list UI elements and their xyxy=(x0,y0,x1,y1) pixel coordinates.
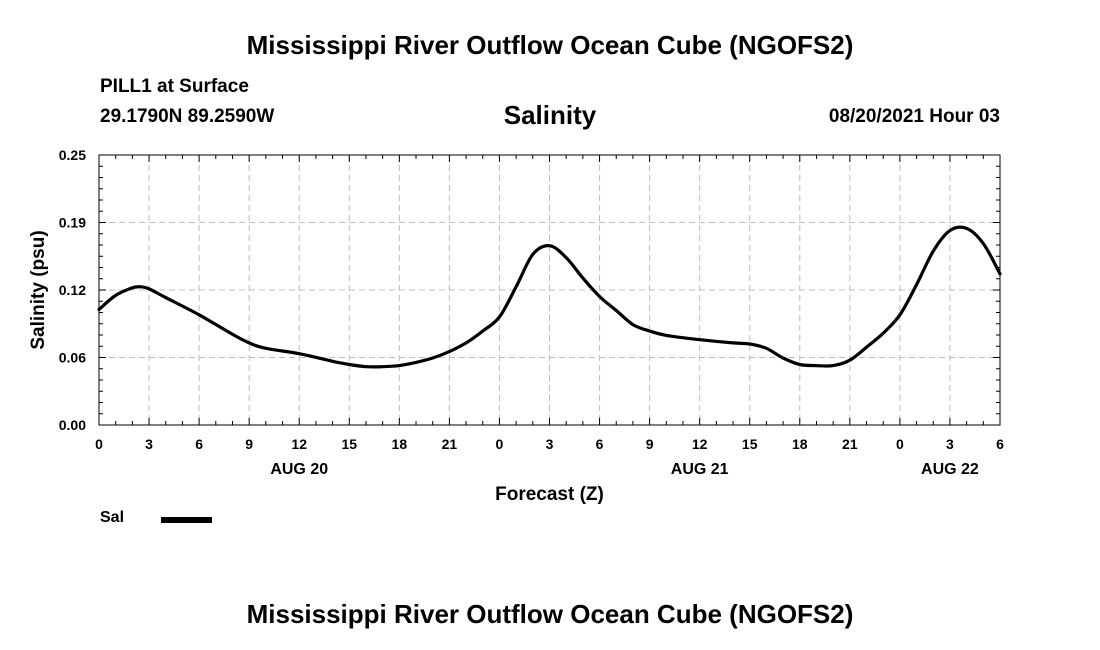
y-tick-label: 0.00 xyxy=(59,417,86,433)
x-tick-label: 9 xyxy=(245,436,253,452)
station-label: PILL1 at Surface xyxy=(100,76,249,97)
x-tick-label: 9 xyxy=(646,436,654,452)
x-tick-label: 0 xyxy=(95,436,103,452)
legend-series-swatch xyxy=(161,517,212,523)
x-tick-label: 18 xyxy=(792,436,808,452)
x-tick-label: 3 xyxy=(946,436,954,452)
grid xyxy=(99,155,1000,425)
plot-frame xyxy=(98,154,1001,426)
x-tick-label: 0 xyxy=(896,436,904,452)
tick-labels: 0 3 6 9 12 15 18 21 0 3 6 9 12 15 18 21 0 3 6 0.00 0.06 0.12 0… xyxy=(59,147,1004,478)
series xyxy=(97,225,1002,369)
main-title: Mississippi River Outflow Ocean Cube (NG… xyxy=(246,30,854,60)
coordinates-label: 29.1790N 89.2590W xyxy=(100,106,275,127)
x-tick-label: 15 xyxy=(341,436,357,452)
x-tick-label: 3 xyxy=(546,436,554,452)
y-tick-label: 0.25 xyxy=(59,147,86,163)
x-tick-label: 6 xyxy=(996,436,1004,452)
x-tick-label: 21 xyxy=(442,436,458,452)
x-tick-label: 6 xyxy=(596,436,604,452)
x-tick-label: 12 xyxy=(692,436,708,452)
y-tick-label: 0.19 xyxy=(59,215,86,231)
day-label: AUG 21 xyxy=(671,461,729,478)
x-tick-label: 3 xyxy=(145,436,153,452)
x-tick-label: 12 xyxy=(291,436,307,452)
x-tick-label: 0 xyxy=(496,436,504,452)
legend-series-label: Sal xyxy=(100,509,125,526)
day-label: AUG 20 xyxy=(270,461,328,478)
ticks xyxy=(98,154,1001,426)
x-tick-label: 21 xyxy=(842,436,858,452)
chart-title: Salinity xyxy=(503,100,597,130)
y-tick-label: 0.12 xyxy=(59,282,86,298)
datetime-label: 08/20/2021 Hour 03 xyxy=(828,106,1000,127)
series-line-salinity xyxy=(97,225,1002,369)
x-tick-label: 18 xyxy=(392,436,408,452)
y-axis-label: Salinity (psu) xyxy=(28,230,49,349)
day-label: AUG 22 xyxy=(921,461,979,478)
x-tick-label: 6 xyxy=(195,436,203,452)
footer-title: Mississippi River Outflow Ocean Cube (NG… xyxy=(246,599,854,629)
y-tick-label: 0.06 xyxy=(59,350,86,366)
x-axis-label: Forecast (Z) xyxy=(495,484,604,505)
x-tick-label: 15 xyxy=(742,436,758,452)
